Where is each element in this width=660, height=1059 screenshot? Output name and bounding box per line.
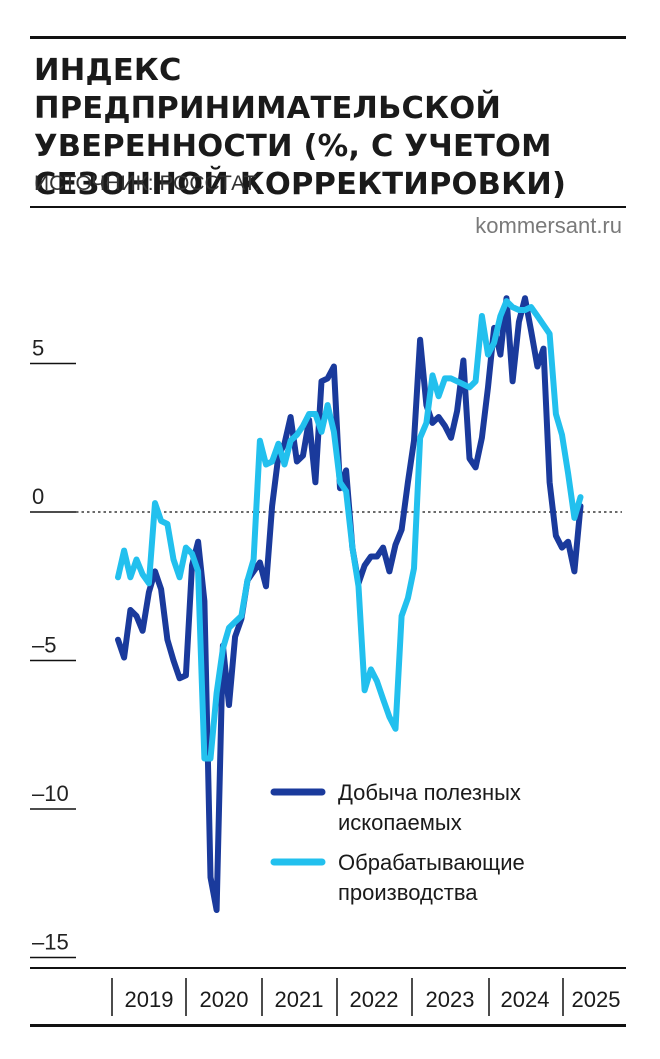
series-line-manufacturing [115,298,584,762]
title-line-3: СЕЗОННОЙ КОРРЕКТИРОВКИ) [34,167,567,202]
x-tick-label: 2021 [275,987,324,1012]
x-tick-label: 2020 [200,987,249,1012]
x-tick-label: 2023 [426,987,475,1012]
y-tick-label: 0 [32,484,44,509]
legend-label: ископаемых [338,810,462,835]
chart-grid [30,362,622,959]
x-tick-label: 2024 [501,987,550,1012]
y-tick-label: 5 [32,336,44,361]
chart-legend: Добыча полезных ископаемых Обрабатывающие п… [270,780,525,905]
brand-watermark: kommersant.ru [475,213,622,238]
y-tick-label: –15 [32,930,69,955]
x-tick-label: 2022 [350,987,399,1012]
x-axis: 2019 2020 2021 2022 2023 2024 2025 [30,967,626,1016]
legend-label: Добыча полезных [338,780,521,805]
legend-label: Обрабатывающие [338,850,525,875]
y-tick-label: –5 [32,633,56,658]
series-lines [115,295,584,913]
top-rule [30,36,626,39]
header-divider [30,206,626,208]
bottom-rule [30,1024,626,1027]
y-tick-label: –10 [32,781,69,806]
legend-label: производства [338,880,478,905]
x-tick-label: 2025 [572,987,621,1012]
y-axis-ticks: 5 0 –5 –10 –15 [32,336,69,955]
source-caption: ИСТОЧНИК: РОССТАТ. [34,172,260,195]
title-line-2: УВЕРЕННОСТИ (%, С УЧЕТОМ [34,129,552,164]
chart-title: ИНДЕКС ПРЕДПРИНИМАТЕЛЬСКОЙ УВЕРЕННОСТИ (… [34,52,634,204]
x-tick-label: 2019 [125,987,174,1012]
title-line-1: ИНДЕКС ПРЕДПРИНИМАТЕЛЬСКОЙ [34,53,502,126]
